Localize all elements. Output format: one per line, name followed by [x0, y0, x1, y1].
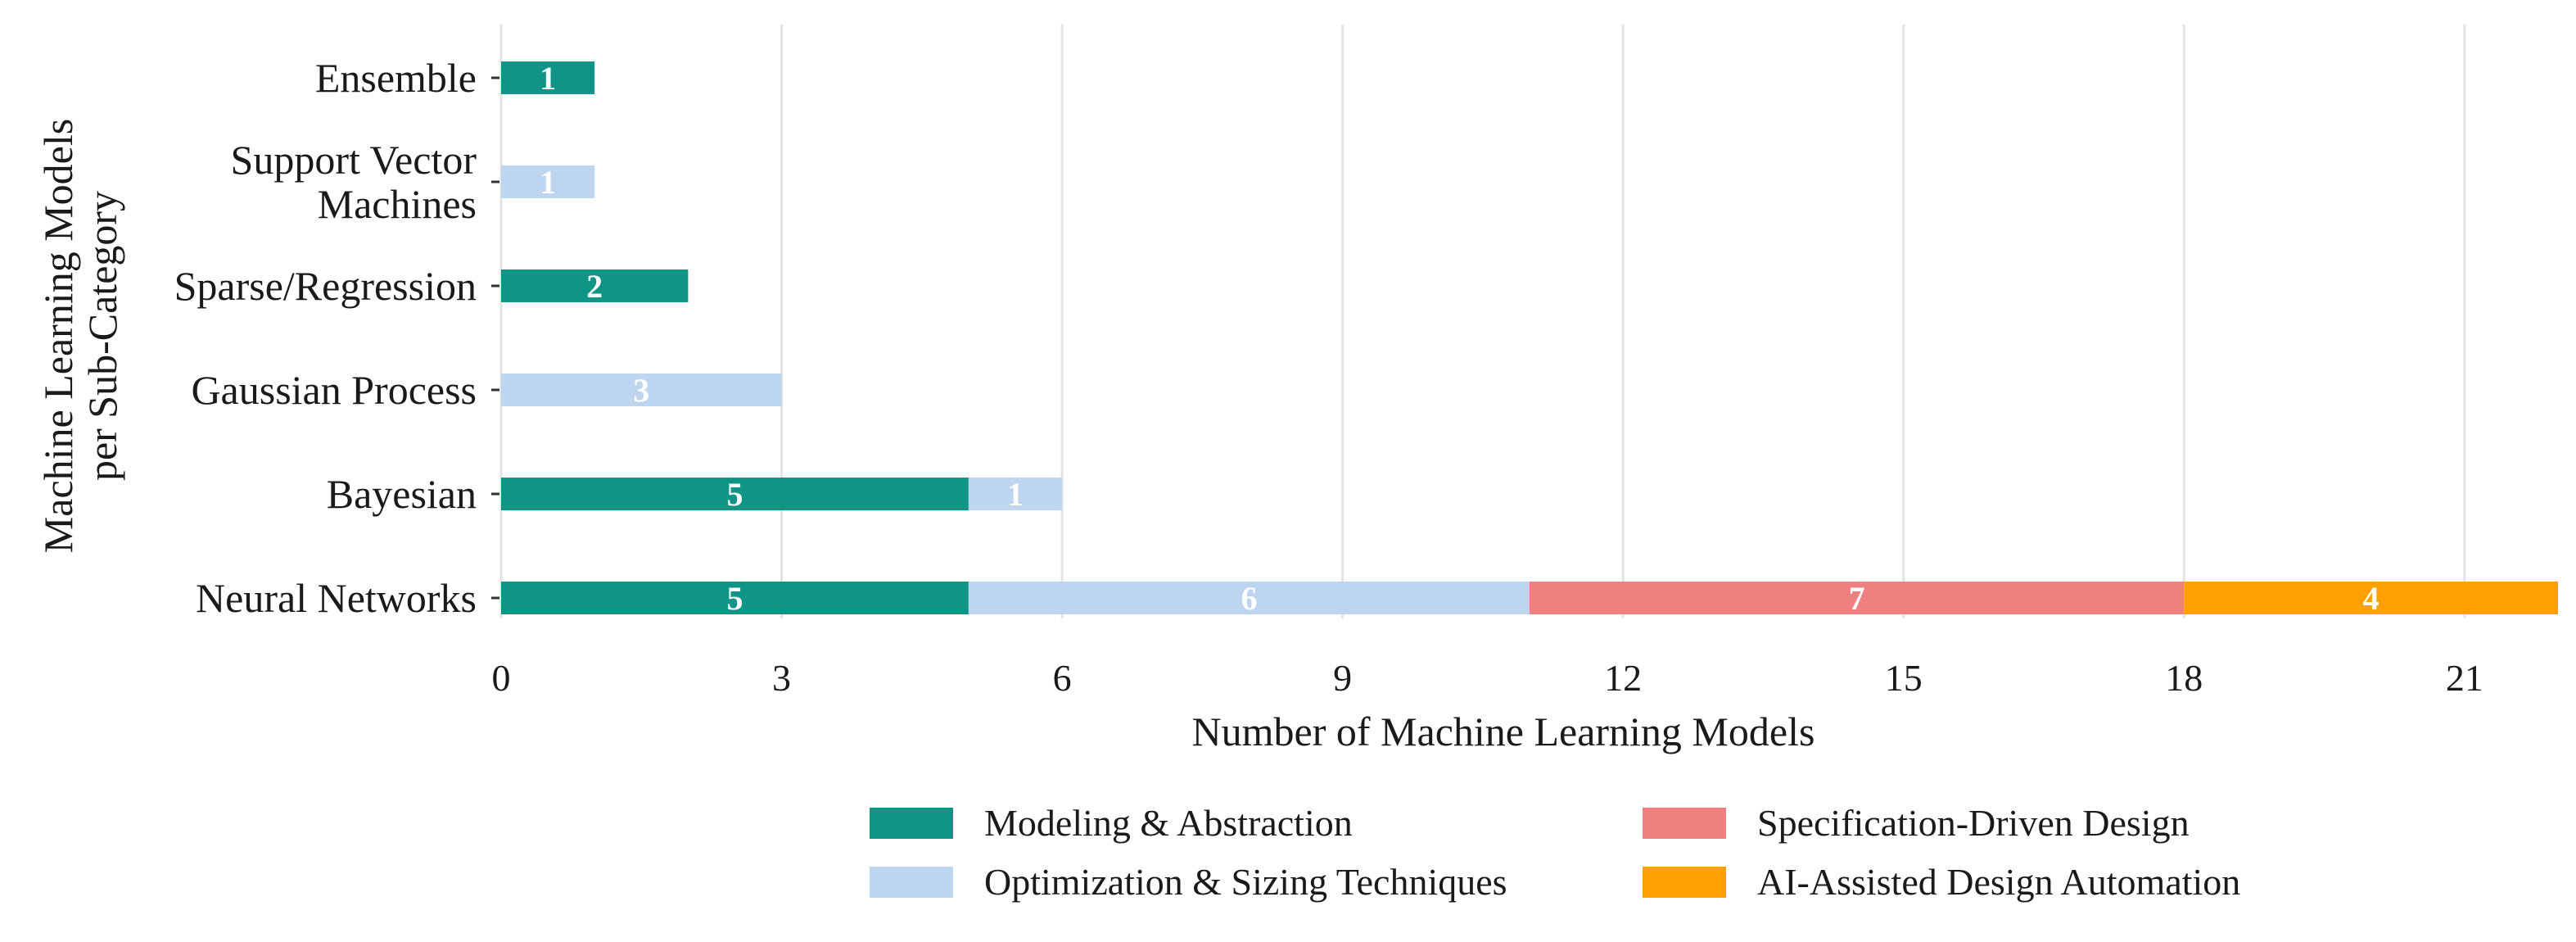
bar-neural-networks-specification-driven-design [1530, 582, 2185, 614]
grid-lines [499, 25, 2466, 618]
x-tick-label: 18 [2165, 657, 2203, 699]
legend-swatch-ai-assisted-design-automation [1643, 867, 1726, 898]
y-category-label: Neural Networks [196, 575, 477, 621]
y-category-label: Bayesian [327, 471, 477, 517]
x-tick-label: 6 [1053, 657, 1072, 699]
legend-label: AI-Assisted Design Automation [1757, 861, 2240, 903]
y-category-label: Sparse/Regression [174, 263, 477, 309]
legend: Modeling & Abstraction Optimization & Siz… [870, 802, 2240, 903]
bar-value-label: 1 [540, 164, 556, 201]
x-tick-label: 15 [1885, 657, 1923, 699]
x-tick-label: 21 [2446, 657, 2483, 699]
bar-neural-networks-ai-assisted-design-automation [2184, 582, 2558, 614]
x-tick-label: 0 [492, 657, 511, 699]
bar-bayesian-modeling-abstraction [501, 478, 969, 510]
bar-value-label: 7 [1849, 580, 1865, 617]
bar-value-label: 3 [633, 372, 649, 409]
legend-swatch-specification-driven-design [1643, 808, 1726, 839]
data-labels: 5 6 7 4 5 1 3 2 1 1 [540, 60, 2379, 617]
bars [501, 61, 2558, 614]
x-axis: 0 3 6 9 12 15 18 21 [492, 657, 2483, 699]
bar-value-label: 2 [586, 268, 603, 305]
bar-sparse-regression-modeling-abstraction [501, 269, 689, 302]
bar-value-label: 5 [726, 476, 743, 513]
legend-swatch-modeling-abstraction [870, 808, 953, 839]
bar-value-label: 5 [726, 580, 743, 617]
bar-value-label: 1 [1007, 476, 1024, 513]
legend-label: Specification-Driven Design [1757, 802, 2190, 844]
bar-value-label: 1 [540, 60, 556, 97]
bar-value-label: 6 [1241, 580, 1257, 617]
bar-support-vector-machines-optimization-sizing-techniques [501, 165, 595, 198]
y-axis-title: Machine Learning Modelsper Sub-Category [35, 119, 125, 553]
legend-label: Optimization & Sizing Techniques [984, 861, 1507, 903]
x-axis-title: Number of Machine Learning Models [1192, 709, 1815, 754]
bar-ensemble-modeling-abstraction [501, 61, 595, 94]
y-category-label: Gaussian Process [191, 367, 477, 413]
bar-value-label: 4 [2363, 580, 2379, 617]
x-tick-label: 9 [1333, 657, 1352, 699]
bar-neural-networks-modeling-abstraction [501, 582, 969, 614]
y-category-label: Ensemble [315, 55, 477, 101]
x-tick-label: 12 [1604, 657, 1642, 699]
y-category-label: Support Vector Machines [231, 137, 477, 227]
bar-bayesian-optimization-sizing-techniques [968, 478, 1063, 510]
x-tick-label: 3 [772, 657, 791, 699]
y-axis: Neural Networks Bayesian Gaussian Process S… [174, 55, 499, 621]
legend-label: Modeling & Abstraction [984, 802, 1353, 844]
bar-gaussian-process-optimization-sizing-techniques [501, 374, 782, 406]
bar-neural-networks-optimization-sizing-techniques [968, 582, 1530, 614]
legend-swatch-optimization-sizing-techniques [870, 867, 953, 898]
